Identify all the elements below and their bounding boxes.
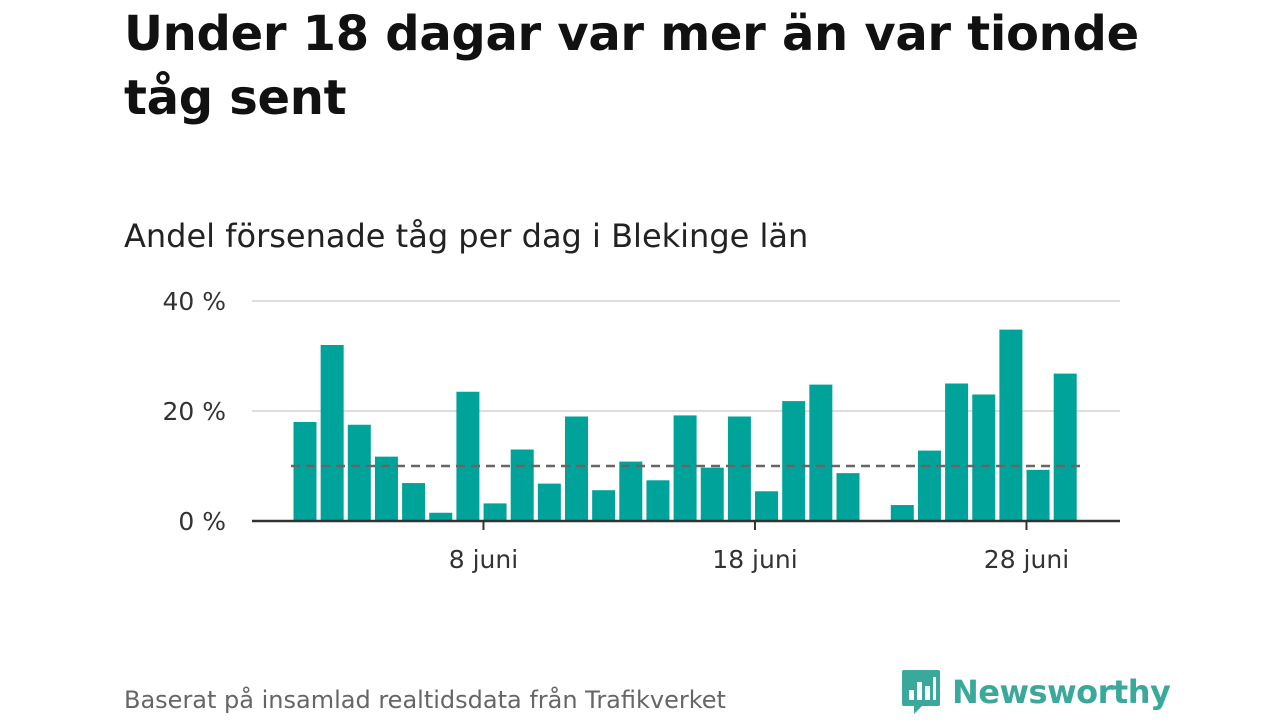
bar (429, 512, 453, 521)
bar (646, 480, 670, 521)
bar (727, 416, 751, 521)
bar (836, 473, 860, 521)
bar (293, 422, 317, 521)
bar (1026, 469, 1050, 521)
bar (619, 461, 643, 521)
bar (537, 483, 561, 521)
chart-subtitle: Andel försenade tåg per dag i Blekinge l… (124, 217, 809, 255)
bar (700, 467, 724, 521)
brand-name: Newsworthy (952, 673, 1171, 711)
bar (402, 483, 426, 521)
x-tick-label: 8 juni (449, 545, 518, 574)
bar (1053, 373, 1077, 521)
bar (917, 450, 941, 521)
bar (890, 505, 914, 521)
y-tick-label: 20 % (162, 397, 226, 426)
newsworthy-logo-icon (902, 670, 940, 714)
bar (972, 394, 996, 521)
bar (673, 415, 697, 521)
bar (809, 384, 833, 521)
bar-chart: 0 % 20 % 40 % 8 juni 18 juni 28 juni (162, 287, 1120, 574)
bar (510, 449, 534, 521)
bar (999, 329, 1023, 521)
bar (755, 491, 779, 521)
brand: Newsworthy (900, 668, 1171, 716)
source-note: Baserat på insamlad realtidsdata från Tr… (124, 686, 726, 714)
bar (320, 345, 344, 521)
x-tick-label: 18 juni (712, 545, 797, 574)
x-tick-label: 28 juni (984, 545, 1069, 574)
bar (565, 416, 588, 521)
bar (782, 401, 806, 521)
bar (592, 490, 616, 521)
bar (456, 391, 480, 521)
bar (945, 383, 969, 521)
bar (483, 503, 507, 521)
y-tick-label: 0 % (178, 507, 226, 536)
headline: Under 18 dagar var mer än var tionde tåg… (124, 6, 1139, 126)
y-tick-label: 40 % (162, 287, 226, 316)
bar (374, 456, 398, 521)
bar (347, 424, 371, 521)
